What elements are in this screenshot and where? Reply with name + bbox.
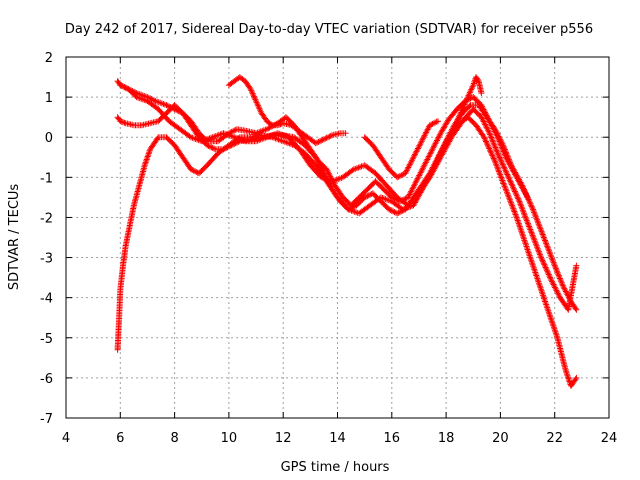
- series-track-e: [225, 74, 349, 147]
- series-track-f: [361, 118, 441, 181]
- y-tick-label: -4: [40, 292, 53, 307]
- axes: [65, 56, 610, 419]
- y-tick-label: 1: [45, 91, 53, 106]
- x-tick-label: 20: [492, 431, 509, 446]
- x-tick-label: 14: [329, 431, 346, 446]
- marker-track: [117, 82, 580, 313]
- x-tick-label: 22: [546, 431, 563, 446]
- series-track-d: [117, 82, 580, 313]
- x-tick-label: 8: [170, 431, 178, 446]
- y-tick-label: -3: [40, 252, 53, 267]
- data-points: [114, 74, 580, 389]
- y-tick-label: -5: [40, 332, 53, 347]
- chart-title: Day 242 of 2017, Sidereal Day-to-day VTE…: [65, 22, 593, 37]
- y-tick-label: -2: [40, 211, 53, 226]
- marker-track: [361, 118, 441, 181]
- x-tick-label: 16: [384, 431, 401, 446]
- plot-frame: [65, 56, 610, 419]
- y-tick-label: -6: [40, 372, 53, 387]
- x-tick-label: 6: [116, 431, 124, 446]
- y-tick-label: 0: [45, 131, 53, 146]
- series-track-g: [454, 74, 485, 125]
- y-tick-label: -7: [40, 412, 53, 427]
- y-axis-label: SDTVAR / TECUs: [7, 184, 22, 291]
- x-tick-label: 4: [62, 431, 70, 446]
- marker-track: [225, 74, 349, 147]
- x-tick-label: 18: [438, 431, 455, 446]
- y-tick-label: -1: [40, 171, 53, 186]
- x-tick-label: 12: [275, 431, 292, 446]
- x-axis-label: GPS time / hours: [281, 460, 390, 475]
- y-tick-label: 2: [45, 51, 53, 66]
- x-tick-label: 24: [601, 431, 618, 446]
- marker-track: [454, 74, 485, 125]
- x-tick-label: 10: [221, 431, 238, 446]
